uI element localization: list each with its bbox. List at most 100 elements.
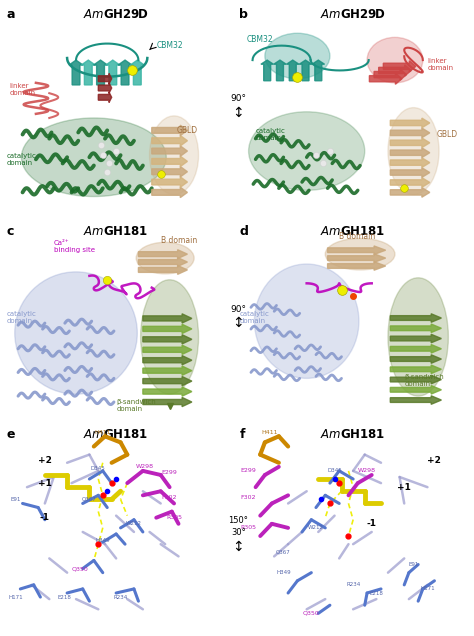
- FancyArrow shape: [328, 254, 386, 262]
- FancyArrow shape: [286, 60, 299, 81]
- FancyArrow shape: [106, 60, 120, 85]
- Text: $\mathit{Am}$$\mathbf{GH181}$: $\mathit{Am}$$\mathbf{GH181}$: [83, 428, 149, 441]
- Text: E91: E91: [408, 562, 419, 567]
- FancyArrow shape: [312, 60, 325, 81]
- FancyArrow shape: [390, 314, 441, 322]
- FancyArrow shape: [390, 345, 441, 353]
- FancyArrow shape: [118, 60, 132, 85]
- FancyArrow shape: [138, 258, 187, 266]
- FancyArrow shape: [390, 177, 430, 188]
- FancyArrow shape: [81, 60, 95, 85]
- Text: B domain: B domain: [161, 236, 197, 245]
- FancyArrow shape: [390, 365, 441, 373]
- Text: B domain: B domain: [339, 232, 375, 241]
- Text: Q350: Q350: [72, 566, 89, 571]
- FancyArrow shape: [143, 356, 192, 365]
- FancyArrow shape: [390, 138, 430, 148]
- Ellipse shape: [388, 107, 439, 195]
- FancyArrow shape: [299, 60, 312, 81]
- Text: b: b: [239, 8, 248, 22]
- Text: catalytic
domain: catalytic domain: [239, 311, 269, 324]
- Text: Q350: Q350: [303, 611, 319, 616]
- FancyArrow shape: [390, 355, 441, 363]
- Text: ↕: ↕: [233, 106, 244, 120]
- Text: $\mathit{Am}$$\mathbf{GH29D}$: $\mathit{Am}$$\mathbf{GH29D}$: [83, 8, 149, 22]
- FancyArrow shape: [143, 345, 192, 354]
- Text: E299: E299: [162, 471, 178, 476]
- Text: CBM32: CBM32: [246, 35, 273, 44]
- FancyArrow shape: [138, 250, 187, 259]
- FancyArrow shape: [143, 324, 192, 333]
- Text: +1: +1: [38, 479, 52, 488]
- Ellipse shape: [265, 33, 330, 79]
- Text: R305: R305: [166, 515, 182, 520]
- FancyArrow shape: [261, 60, 273, 81]
- FancyArrow shape: [390, 385, 441, 394]
- Text: R234: R234: [113, 595, 128, 600]
- Ellipse shape: [15, 272, 137, 394]
- Text: catalytic
domain: catalytic domain: [7, 153, 37, 166]
- FancyArrow shape: [98, 74, 112, 84]
- FancyArrow shape: [93, 60, 108, 85]
- FancyArrow shape: [143, 314, 192, 323]
- Text: 30°: 30°: [231, 529, 246, 537]
- Text: a: a: [7, 8, 16, 22]
- Text: E91: E91: [11, 497, 21, 502]
- FancyArrow shape: [390, 375, 441, 384]
- Text: linker
domain: linker domain: [9, 83, 36, 95]
- FancyArrow shape: [152, 187, 187, 198]
- FancyArrow shape: [143, 335, 192, 344]
- FancyArrow shape: [152, 177, 187, 187]
- Text: f: f: [239, 428, 245, 441]
- Ellipse shape: [388, 278, 448, 396]
- Ellipse shape: [255, 264, 359, 378]
- Text: E218: E218: [369, 590, 383, 595]
- Text: GBLD: GBLD: [176, 126, 197, 135]
- Ellipse shape: [149, 116, 199, 195]
- Text: catalytic
domain: catalytic domain: [255, 128, 285, 141]
- Text: +2: +2: [38, 456, 52, 465]
- Text: H411: H411: [261, 430, 278, 435]
- FancyArrow shape: [390, 396, 441, 404]
- FancyArrow shape: [369, 73, 402, 85]
- FancyArrow shape: [152, 125, 187, 135]
- FancyArrow shape: [143, 387, 192, 396]
- Text: ↕: ↕: [233, 316, 244, 330]
- Text: +2: +2: [428, 456, 441, 465]
- FancyArrow shape: [138, 265, 187, 274]
- Text: W212: W212: [126, 522, 142, 527]
- FancyArrow shape: [390, 324, 441, 333]
- Text: D345: D345: [327, 468, 342, 473]
- FancyArrow shape: [152, 167, 187, 177]
- Text: catalytic
domain: catalytic domain: [7, 311, 37, 324]
- Ellipse shape: [248, 112, 365, 190]
- Text: H171: H171: [9, 595, 23, 600]
- FancyArrow shape: [143, 398, 192, 406]
- Text: Q367: Q367: [82, 497, 97, 502]
- FancyArrow shape: [143, 366, 192, 375]
- Ellipse shape: [136, 242, 194, 274]
- Text: 150°: 150°: [228, 516, 248, 525]
- FancyArrow shape: [152, 146, 187, 156]
- Text: GBLD: GBLD: [437, 130, 458, 139]
- Text: 90°: 90°: [230, 94, 246, 103]
- Text: E299: E299: [241, 468, 256, 473]
- FancyArrow shape: [390, 168, 430, 177]
- FancyArrow shape: [143, 377, 192, 385]
- FancyArrow shape: [273, 60, 286, 81]
- FancyArrow shape: [383, 60, 416, 72]
- Text: Ca²⁺
binding site: Ca²⁺ binding site: [54, 240, 95, 252]
- Text: CBM32: CBM32: [156, 41, 183, 50]
- FancyArrow shape: [152, 135, 187, 146]
- Text: linker
domain: linker domain: [428, 58, 454, 71]
- Text: E218: E218: [58, 595, 72, 600]
- FancyArrow shape: [130, 60, 144, 85]
- Text: W298: W298: [358, 468, 376, 473]
- FancyArrow shape: [390, 335, 441, 343]
- FancyArrow shape: [328, 246, 386, 254]
- FancyArrow shape: [98, 92, 112, 102]
- Text: H349: H349: [276, 570, 291, 575]
- Text: 90°: 90°: [230, 305, 246, 314]
- Text: H171: H171: [420, 586, 435, 591]
- Text: W212: W212: [308, 525, 324, 530]
